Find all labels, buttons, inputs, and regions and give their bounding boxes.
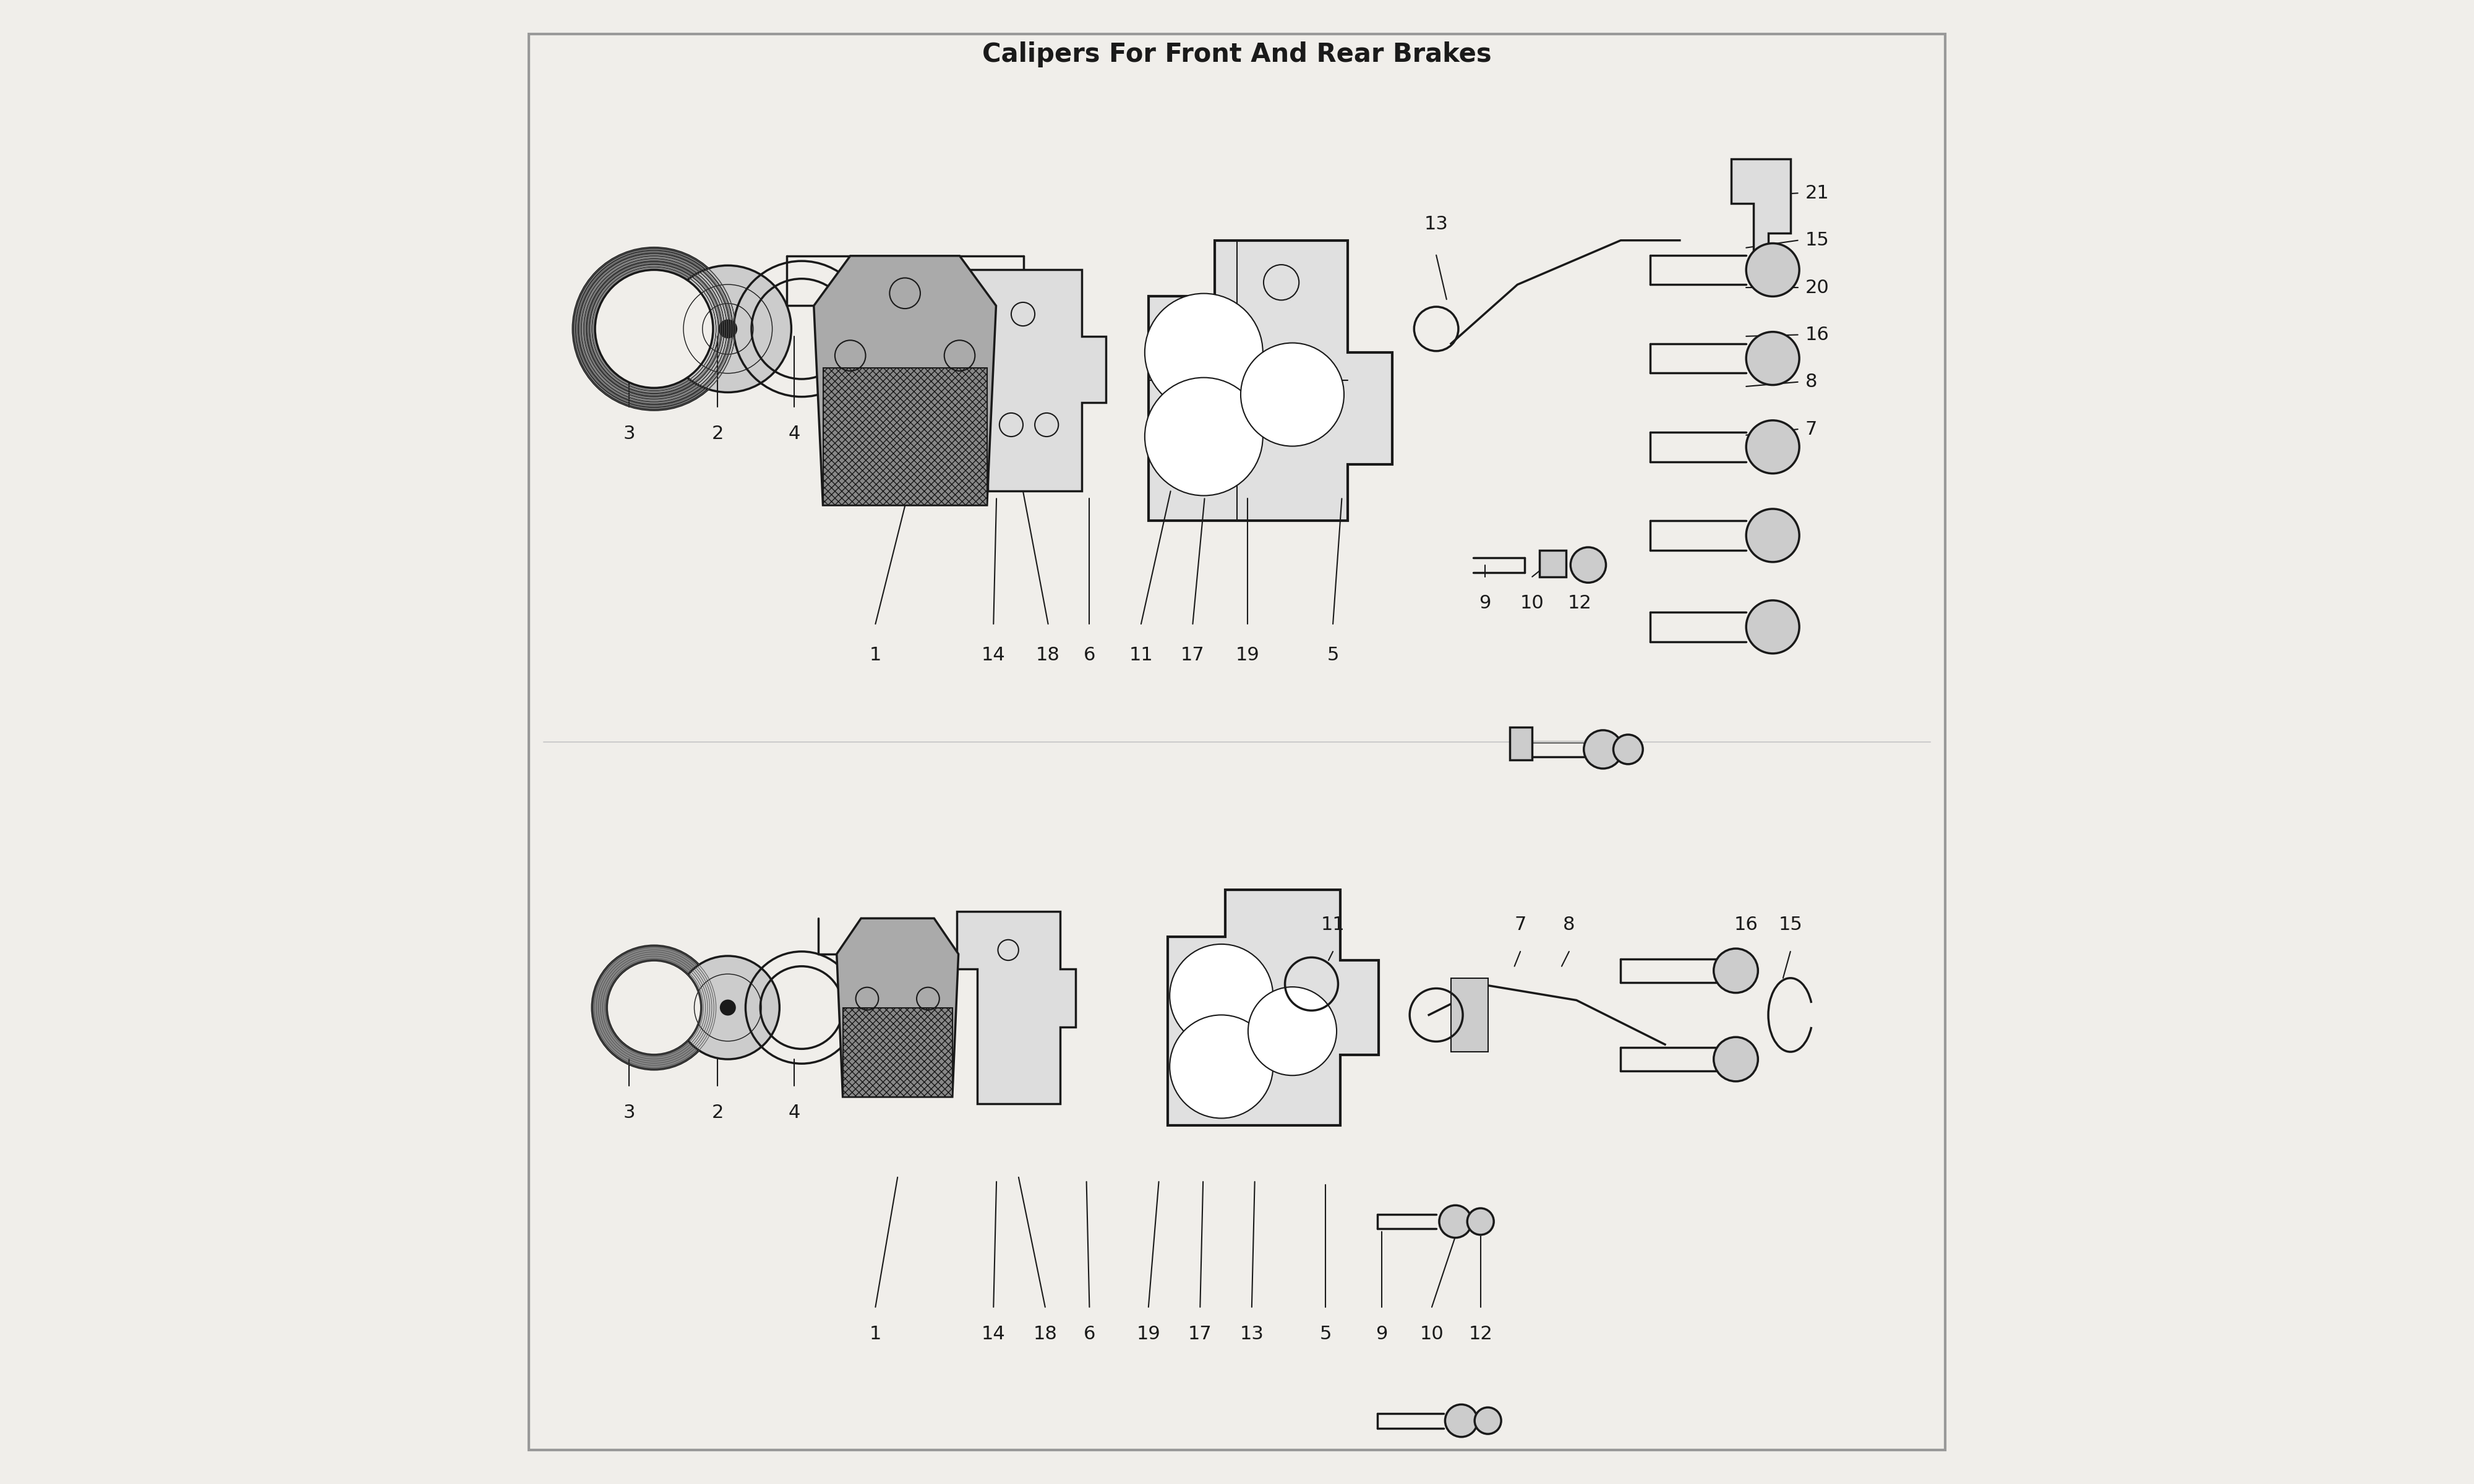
Circle shape (1247, 987, 1336, 1076)
FancyBboxPatch shape (1539, 551, 1566, 577)
Circle shape (720, 1000, 735, 1015)
PathPatch shape (965, 270, 1106, 491)
Circle shape (1583, 730, 1623, 769)
Text: 1: 1 (868, 646, 881, 663)
Circle shape (675, 956, 779, 1060)
Circle shape (591, 945, 715, 1070)
Text: 14: 14 (982, 1325, 1004, 1343)
Circle shape (1613, 735, 1643, 764)
Text: 6: 6 (1084, 646, 1096, 663)
Text: 17: 17 (1180, 646, 1205, 663)
Text: 8: 8 (1806, 372, 1818, 390)
PathPatch shape (957, 911, 1076, 1104)
Circle shape (1747, 420, 1799, 473)
Text: 7: 7 (1806, 420, 1818, 438)
Text: 6: 6 (1084, 1325, 1096, 1343)
Circle shape (596, 270, 713, 387)
Circle shape (666, 266, 792, 392)
Text: 4: 4 (789, 424, 799, 442)
Text: 10: 10 (1519, 595, 1544, 613)
Text: 3: 3 (623, 424, 636, 442)
Text: 15: 15 (1806, 232, 1828, 249)
Text: 7: 7 (1514, 916, 1526, 933)
Text: 2: 2 (713, 424, 722, 442)
Circle shape (606, 960, 700, 1055)
Text: 13: 13 (1425, 215, 1447, 233)
Circle shape (1571, 548, 1606, 583)
Text: 5: 5 (1326, 646, 1338, 663)
Circle shape (1714, 1037, 1759, 1082)
PathPatch shape (1148, 240, 1393, 521)
Text: 9: 9 (1376, 1325, 1388, 1343)
FancyBboxPatch shape (1450, 978, 1487, 1052)
Text: 5: 5 (1319, 1325, 1331, 1343)
Text: 12: 12 (1470, 1325, 1492, 1343)
Text: 1: 1 (868, 1325, 881, 1343)
PathPatch shape (844, 1008, 952, 1097)
Text: 2: 2 (713, 1104, 722, 1122)
Circle shape (1714, 948, 1759, 993)
Circle shape (1145, 294, 1262, 411)
Circle shape (1747, 601, 1799, 653)
Text: 15: 15 (1779, 916, 1804, 933)
PathPatch shape (1168, 889, 1378, 1125)
Circle shape (1445, 1404, 1477, 1437)
Circle shape (1145, 377, 1262, 496)
Circle shape (1747, 509, 1799, 562)
Text: 16: 16 (1806, 326, 1828, 344)
Text: 16: 16 (1734, 916, 1759, 933)
Text: 19: 19 (1235, 646, 1259, 663)
Text: 10: 10 (1420, 1325, 1445, 1343)
Circle shape (1747, 332, 1799, 384)
Text: 9: 9 (1479, 595, 1492, 613)
Text: 14: 14 (982, 646, 1004, 663)
Text: 20: 20 (1806, 279, 1828, 297)
Circle shape (1747, 243, 1799, 297)
Text: 21: 21 (1806, 184, 1828, 202)
Text: 11: 11 (1128, 646, 1153, 663)
PathPatch shape (836, 919, 957, 1097)
Text: 17: 17 (1188, 1325, 1212, 1343)
Text: 18: 18 (1037, 646, 1061, 663)
FancyBboxPatch shape (1509, 727, 1531, 760)
PathPatch shape (1732, 159, 1791, 278)
Text: Calipers For Front And Rear Brakes: Calipers For Front And Rear Brakes (982, 42, 1492, 67)
Text: 18: 18 (1034, 1325, 1056, 1343)
Circle shape (1440, 1205, 1472, 1238)
Circle shape (720, 321, 737, 338)
Text: 19: 19 (1136, 1325, 1160, 1343)
Circle shape (1467, 1208, 1494, 1235)
PathPatch shape (824, 368, 987, 505)
Circle shape (1170, 944, 1274, 1048)
Text: 4: 4 (789, 1104, 799, 1122)
Text: 3: 3 (623, 1104, 636, 1122)
Text: 13: 13 (1239, 1325, 1264, 1343)
Circle shape (574, 248, 735, 410)
PathPatch shape (814, 255, 997, 505)
Text: 8: 8 (1564, 916, 1576, 933)
Text: 11: 11 (1321, 916, 1346, 933)
Text: 12: 12 (1569, 595, 1591, 613)
Circle shape (1239, 343, 1343, 447)
Circle shape (1170, 1015, 1274, 1119)
Circle shape (1475, 1407, 1502, 1434)
